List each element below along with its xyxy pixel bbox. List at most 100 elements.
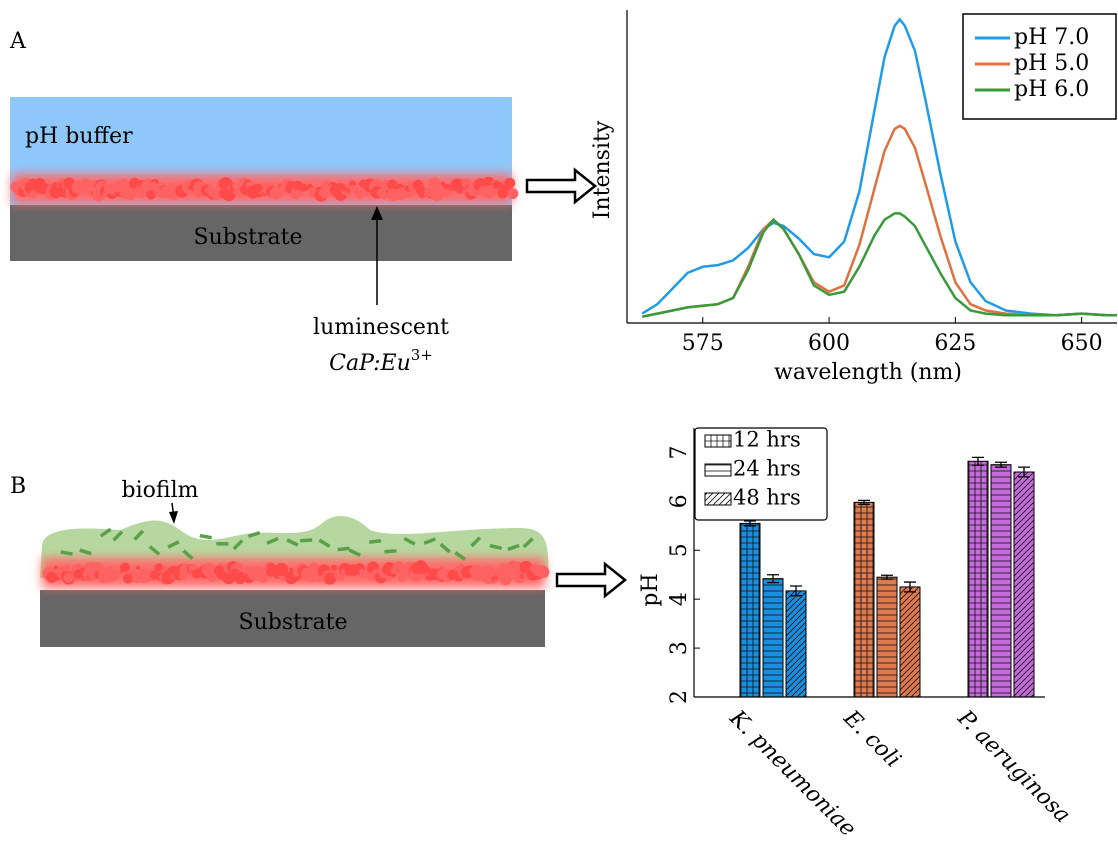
legend-label: 48 hrs: [733, 486, 801, 510]
particle: [250, 180, 256, 186]
particle: [443, 188, 452, 197]
bacterium: [318, 538, 331, 548]
error-bar: [1018, 466, 1030, 478]
particle: [46, 571, 58, 583]
y-axis-label: pH: [638, 573, 663, 606]
line-series: [641, 17, 1117, 317]
legend-swatch: [704, 434, 732, 448]
bacterium: [133, 529, 145, 541]
particle: [149, 570, 159, 580]
particle: [129, 181, 134, 187]
particle: [319, 565, 325, 571]
error-bar: [972, 456, 984, 466]
substrate-label: Substrate: [239, 610, 348, 635]
error-bar: [881, 574, 893, 580]
particle: [324, 572, 337, 585]
bacterium: [384, 549, 397, 554]
particle: [536, 565, 550, 579]
bar: [1013, 471, 1035, 698]
particle: [387, 179, 398, 191]
particle: [362, 570, 370, 578]
particle: [428, 177, 441, 190]
particle: [73, 569, 83, 579]
particle: [299, 185, 305, 192]
bar: [876, 576, 898, 698]
particle: [86, 189, 92, 194]
particle: [123, 565, 130, 572]
particle: [397, 573, 407, 583]
particle: [146, 190, 156, 200]
bar: [762, 578, 784, 698]
pointer-head: [169, 511, 178, 524]
panel-label: B: [10, 474, 26, 499]
annotation: luminescent: [313, 315, 449, 340]
line-series: [641, 124, 1117, 318]
bacterium: [60, 550, 73, 556]
substrate-label: Substrate: [194, 225, 303, 250]
particle: [504, 177, 516, 189]
bacterium: [369, 539, 382, 544]
bacterium: [148, 545, 161, 556]
superscript: 3+: [411, 346, 433, 364]
arrow: [555, 561, 628, 599]
error-bar: [858, 499, 870, 505]
pointer-head: [371, 206, 383, 220]
x-axis-label: wavelength (nm): [774, 360, 962, 385]
y-tick-label: 6: [667, 494, 692, 508]
formula: CaP:Eu: [329, 351, 411, 376]
particles: [10, 176, 519, 202]
particle: [266, 566, 276, 577]
bacterium: [507, 543, 520, 552]
bar: [967, 460, 989, 698]
particle: [29, 190, 38, 199]
y-tick-label: 3: [667, 641, 692, 655]
particle: [330, 564, 338, 571]
y-tick-label: 7: [667, 445, 692, 459]
bar: [785, 590, 807, 698]
legend-swatch: [704, 492, 732, 506]
legend-label: 12 hrs: [733, 428, 801, 452]
particle: [280, 576, 286, 582]
substrate: [10, 205, 512, 261]
error-bar: [995, 461, 1007, 468]
legend-label: pH 6.0: [1014, 77, 1089, 102]
x-tick-label: K. pneumoniae: [724, 705, 861, 842]
y-tick-label: 4: [667, 592, 692, 606]
particle: [519, 574, 524, 579]
bacterium: [470, 536, 482, 548]
bar: [899, 586, 921, 698]
bacterium: [489, 543, 503, 550]
bacterium: [286, 538, 299, 547]
x-tick-label: P. aeruginosa: [952, 705, 1075, 828]
particle: [162, 565, 167, 571]
bacterium: [247, 531, 261, 538]
bacterium: [522, 537, 534, 549]
particle: [385, 575, 392, 582]
particle: [80, 567, 86, 573]
substrate: [40, 590, 545, 647]
particle: [296, 189, 304, 198]
line-series: [641, 212, 1117, 318]
particle: [306, 570, 319, 583]
error-bar: [790, 585, 802, 597]
particle: [435, 189, 446, 199]
bacterium: [199, 533, 212, 540]
particle: [250, 183, 265, 198]
particle: [340, 185, 347, 192]
particle: [289, 567, 294, 572]
bacterium: [99, 527, 112, 538]
particle: [53, 565, 58, 570]
bacterium: [112, 530, 124, 542]
annotation: CaP:Eu3+: [329, 346, 433, 376]
error-bar: [767, 574, 779, 584]
bacterium: [167, 540, 180, 549]
particle: [232, 181, 237, 187]
x-tick-label: 650: [1061, 331, 1103, 356]
legend-swatch: [704, 463, 732, 477]
particle: [408, 184, 414, 190]
bacterium: [439, 542, 451, 554]
bacterium: [423, 537, 437, 545]
particles: [42, 560, 550, 586]
y-tick-label: 2: [667, 690, 692, 704]
